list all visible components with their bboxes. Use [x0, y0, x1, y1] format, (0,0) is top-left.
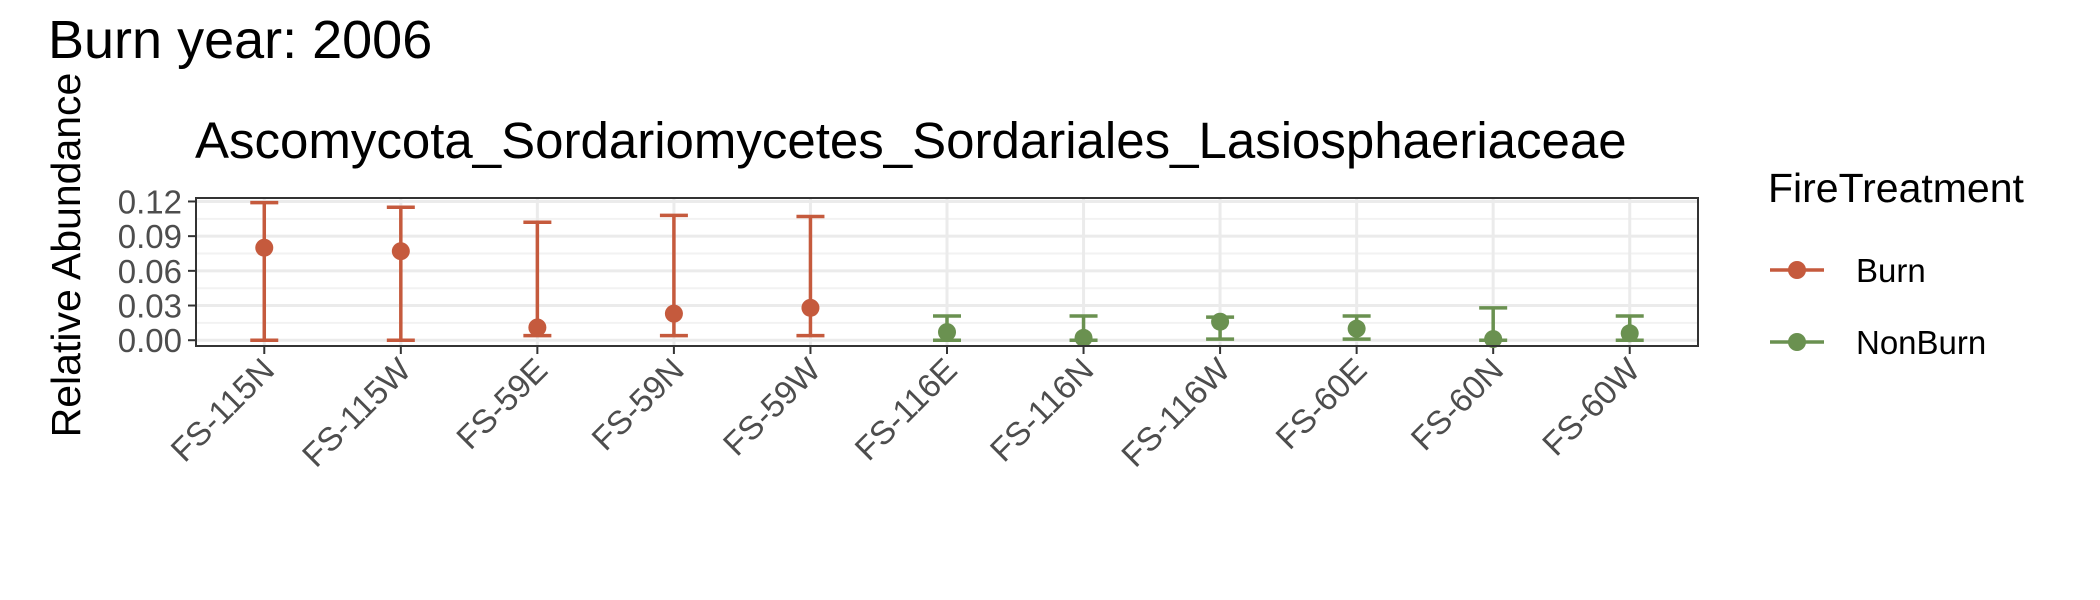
x-tick-label: FS-115W	[295, 350, 419, 474]
x-tick-label: FS-60E	[1268, 351, 1373, 456]
y-ticks: 0.000.030.060.090.12	[118, 183, 196, 359]
panel-border	[195, 197, 1699, 347]
x-ticks: FS-115N FS-115W FS-59E FS-59N FS-59W FS-116E F…	[163, 346, 1647, 474]
x-tick-label: FS-116N	[983, 351, 1101, 469]
x-tick-label: FS-59W	[716, 350, 828, 462]
y-tick-label: 0.12	[118, 183, 182, 220]
y-tick-label: 0.00	[118, 322, 182, 359]
data-point	[255, 238, 274, 257]
data-point	[1484, 330, 1503, 349]
legend-key-point	[1788, 333, 1806, 351]
x-tick-label: FS-116W	[1114, 350, 1238, 474]
legend-label: NonBurn	[1856, 324, 1986, 361]
x-tick-label: FS-115N	[163, 351, 281, 469]
legend-label: Burn	[1856, 252, 1926, 289]
x-tick-label: FS-116E	[847, 351, 964, 468]
plot-area: 0.000.030.060.090.12 FS-115N FS-115W FS-59…	[118, 183, 1699, 474]
legend-key-point	[1788, 261, 1806, 279]
x-tick-label: FS-59E	[449, 351, 554, 456]
legend-title: FireTreatment	[1768, 165, 2025, 211]
marks	[250, 200, 1644, 349]
y-axis-label: Relative Abundance	[43, 73, 89, 438]
y-tick-label: 0.03	[118, 288, 182, 325]
data-point	[938, 323, 956, 342]
x-tick-label: FS-60W	[1535, 350, 1647, 462]
data-point	[528, 318, 547, 337]
data-point	[1211, 312, 1230, 331]
legend-entry: Burn	[1770, 252, 1926, 289]
legend: FireTreatment Burn NonBurn	[1768, 165, 2025, 361]
y-tick-label: 0.06	[118, 253, 182, 290]
data-point	[1620, 324, 1639, 343]
x-tick-label: FS-59N	[584, 351, 691, 458]
plot-title: Ascomycota_Sordariomycetes_Sordariales_L…	[195, 112, 1627, 169]
data-point	[391, 242, 410, 261]
x-tick-label: FS-60N	[1404, 351, 1511, 458]
legend-entry: NonBurn	[1770, 324, 1986, 361]
data-point	[1074, 328, 1093, 347]
legend-entries: Burn NonBurn	[1770, 252, 1986, 361]
data-point	[1347, 319, 1366, 338]
page-title: Burn year: 2006	[48, 10, 432, 70]
data-point	[664, 304, 683, 323]
data-point	[801, 298, 820, 317]
y-tick-label: 0.09	[118, 218, 182, 255]
